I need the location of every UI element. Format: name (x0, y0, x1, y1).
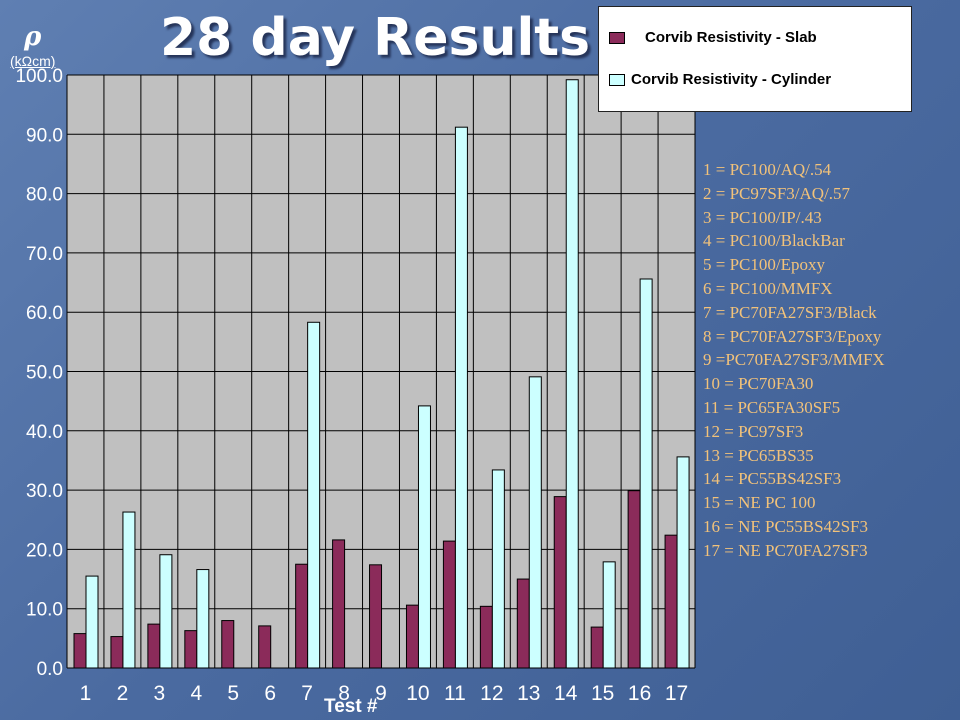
bar-cylinder (676, 456, 690, 669)
bar-slab (184, 630, 198, 669)
key-item: 7 = PC70FA27SF3/Black (703, 302, 877, 322)
y-tick-label: 40.0 (26, 422, 63, 443)
x-tick-label: 8 (338, 682, 350, 705)
bar-slab (664, 534, 678, 669)
bar-slab (442, 540, 456, 669)
bar-cylinder (85, 575, 99, 669)
legend-swatch-cylinder (609, 73, 625, 86)
legend-label-cylinder: Corvib Resistivity - Cylinder (631, 71, 832, 88)
bar-cylinder (122, 511, 136, 669)
bar-slab (73, 633, 87, 669)
rho-symbol: ρ (24, 22, 42, 52)
y-axis-unit-label: (kΩcm) (10, 53, 56, 69)
bar-cylinder (417, 405, 431, 669)
bar-slab (258, 625, 272, 669)
x-tick-label: 2 (117, 682, 129, 705)
bar-slab (479, 605, 493, 669)
key-item: 5 = PC100/Epoxy (703, 255, 825, 275)
x-tick-label: 15 (591, 682, 614, 705)
y-tick-label: 50.0 (26, 363, 63, 384)
key-item: 11 = PC65FA30SF5 (703, 397, 841, 417)
bar-slab (627, 490, 641, 669)
test-key-list: 1 = PC100/AQ/.54 2 = PC97SF3/AQ/.57 3 = PC… (703, 158, 885, 563)
y-tick-label: 90.0 (26, 125, 63, 146)
bar-cylinder (159, 554, 173, 669)
legend-item-slab: Corvib Resistivity - Slab (609, 29, 817, 46)
x-tick-label: 13 (517, 682, 540, 705)
bar-slab (332, 539, 346, 669)
y-tick-label: 30.0 (26, 481, 63, 502)
legend: Corvib Resistivity - Slab Corvib Resisti… (598, 6, 912, 112)
x-tick-label: 3 (154, 682, 166, 705)
bar-slab (110, 636, 124, 669)
chart-title: 28 day Results (160, 8, 591, 68)
x-tick-label: 10 (406, 682, 429, 705)
bar-slab (369, 564, 383, 669)
key-item: 14 = PC55BS42SF3 (703, 469, 842, 489)
key-item: 9 =PC70FA27SF3/MMFX (703, 350, 885, 370)
bar-cylinder (454, 126, 468, 669)
legend-swatch-slab (609, 31, 625, 44)
key-item: 4 = PC100/BlackBar (703, 231, 845, 251)
y-tick-label: 60.0 (26, 303, 63, 324)
x-tick-label: 9 (375, 682, 387, 705)
bar-slab (405, 604, 419, 669)
legend-item-cylinder: Corvib Resistivity - Cylinder (609, 71, 831, 88)
x-tick-label: 7 (301, 682, 313, 705)
bar-cylinder (602, 561, 616, 669)
key-item: 10 = PC70FA30 (703, 374, 814, 394)
x-tick-label: 14 (554, 682, 578, 705)
key-item: 2 = PC97SF3/AQ/.57 (703, 183, 851, 203)
x-tick-label: 6 (264, 682, 276, 705)
bar-cylinder (565, 79, 579, 669)
key-item: 8 = PC70FA27SF3/Epoxy (703, 326, 882, 346)
y-tick-label: 70.0 (26, 244, 63, 265)
y-tick-label: 20.0 (26, 540, 63, 561)
key-item: 12 = PC97SF3 (703, 421, 804, 441)
y-tick-label: 80.0 (26, 185, 63, 206)
legend-label-slab: Corvib Resistivity - Slab (645, 29, 817, 46)
x-tick-label: 16 (628, 682, 651, 705)
bar-cylinder (491, 469, 505, 669)
key-item: 13 = PC65BS35 (703, 445, 814, 465)
y-tick-label: 0.0 (37, 659, 63, 680)
bar-slab (295, 563, 309, 669)
y-tick-label: 10.0 (26, 600, 63, 621)
x-tick-label: 5 (227, 682, 239, 705)
x-tick-label: 1 (80, 682, 92, 705)
y-tick-label: 100.0 (15, 66, 63, 87)
bar-slab (590, 626, 604, 669)
key-item: 15 = NE PC 100 (703, 493, 816, 513)
key-item: 1 = PC100/AQ/.54 (703, 160, 832, 179)
bar-slab (516, 578, 530, 669)
x-tick-label: 11 (444, 682, 466, 705)
bar-cylinder (639, 278, 653, 669)
x-tick-label: 12 (480, 682, 503, 705)
bar-slab (147, 623, 161, 669)
bar-slab (553, 496, 567, 669)
key-item: 3 = PC100/IP/.43 (703, 207, 822, 227)
key-item: 17 = NE PC70FA27SF3 (703, 540, 868, 560)
key-item: 16 = NE PC55BS42SF3 (703, 516, 868, 536)
bar-slab (221, 620, 235, 669)
bar-cylinder (528, 376, 542, 669)
key-item: 6 = PC100/MMFX (703, 278, 833, 298)
x-tick-label: 4 (190, 682, 202, 705)
x-axis-label: Test # (324, 696, 378, 717)
x-tick-label: 17 (665, 682, 688, 705)
bar-cylinder (196, 569, 210, 669)
bar-cylinder (307, 321, 321, 669)
